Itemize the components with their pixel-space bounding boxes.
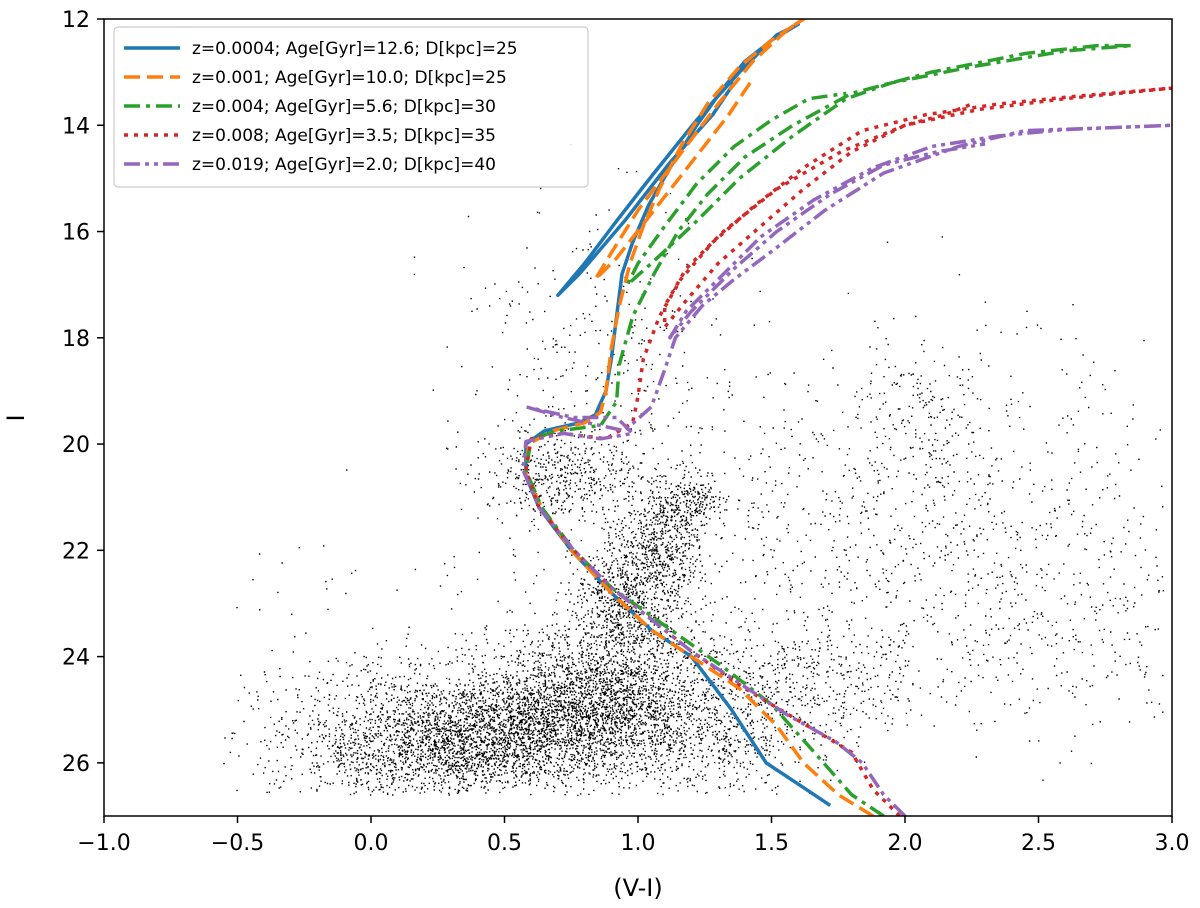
x-tick-label: 1.0 <box>621 831 656 856</box>
legend: z=0.0004; Age[Gyr]=12.6; D[kpc]=25 z=0.00… <box>113 26 589 188</box>
x-tick-label: −0.5 <box>211 831 264 856</box>
y-tick-label: 12 <box>62 8 90 33</box>
y-tick-label: 22 <box>62 539 90 564</box>
legend-entry-label: z=0.019; Age[Gyr]=2.0; D[kpc]=40 <box>192 155 496 175</box>
x-tick-label: 0.0 <box>354 831 389 856</box>
legend-entry-label: z=0.008; Age[Gyr]=3.5; D[kpc]=35 <box>192 126 496 146</box>
x-tick-label: 1.5 <box>754 831 789 856</box>
isochrone-line-5 <box>521 123 1172 816</box>
legend-entry-label: z=0.004; Age[Gyr]=5.6; D[kpc]=30 <box>192 97 496 117</box>
x-tick-label: 3.0 <box>1155 831 1190 856</box>
x-tick-label: 2.5 <box>1021 831 1056 856</box>
isochrone-lines <box>521 19 1172 816</box>
isochrone-line-2 <box>524 19 874 816</box>
legend-entry-label: z=0.0004; Age[Gyr]=12.6; D[kpc]=25 <box>192 39 518 59</box>
y-axis-label: I <box>2 414 30 421</box>
y-tick-label: 18 <box>62 327 90 352</box>
x-tick-label: −1.0 <box>77 831 130 856</box>
y-tick-label: 24 <box>62 646 90 671</box>
x-tick-label: 2.0 <box>888 831 923 856</box>
y-tick-label: 26 <box>62 752 90 777</box>
y-tick-label: 14 <box>62 114 90 139</box>
x-axis-ticks: −1.0 −0.5 0.0 0.5 1.0 1.5 2.0 2.5 3.0 <box>77 816 1190 856</box>
x-tick-label: 0.5 <box>487 831 522 856</box>
y-tick-label: 20 <box>62 433 90 458</box>
x-axis-label: (V-I) <box>613 874 662 902</box>
y-tick-label: 16 <box>62 221 90 246</box>
y-axis-ticks: 12 14 16 18 20 22 24 26 <box>62 8 104 777</box>
legend-entry-label: z=0.001; Age[Gyr]=10.0; D[kpc]=25 <box>192 68 507 88</box>
legend-box <box>113 26 589 188</box>
